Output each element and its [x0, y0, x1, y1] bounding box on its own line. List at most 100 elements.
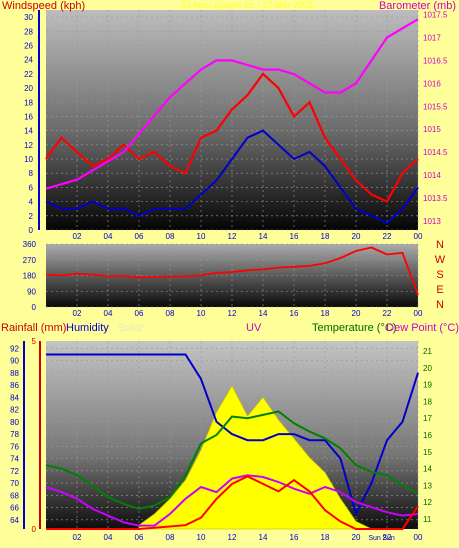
temperature-tick-label: 19 [423, 381, 432, 390]
barometer-tick-label: 1013 [423, 217, 441, 226]
wind-gust-series [45, 72, 419, 204]
temperature-tick-label: 14 [423, 465, 432, 474]
humidity-tick-label: 68 [10, 491, 19, 500]
hour-tick-label: 20 [352, 309, 361, 318]
humidity-series [46, 353, 419, 517]
compass-letter: W [435, 254, 446, 266]
hour-tick-label: 06 [135, 533, 144, 542]
temperature-tick-label: 21 [423, 347, 432, 356]
hour-tick-label: 20 [352, 533, 361, 542]
compass-letter: S [436, 269, 443, 281]
hour-tick-label: 18 [321, 232, 330, 241]
humidity-tick-label: 78 [10, 430, 19, 439]
temperature-tick-label: 18 [423, 397, 432, 406]
hour-tick-label: 22 [383, 232, 392, 241]
humidity-tick-label: 90 [10, 357, 19, 366]
wind-tick-label: 24 [24, 56, 33, 65]
wind-avg-series [45, 129, 419, 225]
humidity-axis-label: Humidity [66, 322, 109, 334]
dewpoint-axis-label: Dew Point (°C) [386, 322, 459, 334]
humidity-tick-label: 72 [10, 467, 19, 476]
hour-tick-label: 00 [414, 232, 423, 241]
wind-tick-label: 30 [24, 13, 33, 22]
sun-marker-label: Sun [368, 535, 381, 542]
barometer-tick-label: 1016 [423, 79, 441, 88]
hour-tick-label: 02 [73, 533, 82, 542]
temperature-tick-label: 20 [423, 364, 432, 373]
hour-tick-label: 16 [290, 232, 299, 241]
hour-tick-label: 00 [414, 309, 423, 318]
hour-tick-label: 12 [228, 533, 237, 542]
hour-tick-label: 08 [166, 309, 175, 318]
barometer-tick-label: 1014 [423, 171, 441, 180]
humidity-tick-label: 84 [10, 393, 19, 402]
barometer-tick-label: 1017 [423, 34, 441, 43]
hour-tick-label: 08 [166, 533, 175, 542]
direction-tick-label: 180 [23, 272, 37, 281]
humidity-tick-label: 74 [10, 455, 19, 464]
hour-tick-label: 04 [104, 232, 113, 241]
wind-direction-series [45, 246, 419, 296]
hour-tick-label: 16 [290, 533, 299, 542]
barometer-tick-label: 1013.5 [423, 194, 448, 203]
humidity-tick-label: 86 [10, 381, 19, 390]
hour-tick-label: 10 [197, 232, 206, 241]
direction-tick-label: 270 [23, 256, 37, 265]
direction-tick-label: 360 [23, 240, 37, 249]
humidity-tick-label: 80 [10, 418, 19, 427]
barometer-tick-label: 1014.5 [423, 148, 448, 157]
wind-tick-label: 26 [24, 41, 33, 50]
hour-tick-label: 04 [104, 309, 113, 318]
uv-axis-label: UV [246, 322, 262, 334]
tick-labels: 02468101214161820222426283010131013.5101… [10, 11, 448, 542]
hour-tick-label: 22 [383, 309, 392, 318]
hour-tick-label: 10 [197, 309, 206, 318]
barometer-tick-label: 1017.5 [423, 11, 448, 20]
chart-series [45, 18, 419, 530]
solar-series [138, 385, 372, 530]
barometer-tick-label: 1016.5 [423, 56, 448, 65]
hour-tick-label: 08 [166, 232, 175, 241]
wind-tick-label: 0 [29, 226, 34, 235]
chart-title: 24 hour graphs for : 27 Mar 2008 [181, 0, 313, 10]
wind-tick-label: 8 [29, 169, 34, 178]
direction-tick-label: 0 [32, 303, 37, 312]
rainfall-axis-label: Rainfall (mm) [1, 322, 66, 334]
temperature-tick-label: 12 [423, 498, 432, 507]
wind-tick-label: 16 [24, 112, 33, 121]
wind-tick-label: 28 [24, 27, 33, 36]
wind-tick-label: 22 [24, 70, 33, 79]
barometer-tick-label: 1015 [423, 125, 441, 134]
barometer-series [45, 18, 419, 190]
hour-tick-label: 14 [259, 533, 268, 542]
rain-tick-label: 5 [32, 337, 37, 346]
hour-tick-label: 14 [259, 309, 268, 318]
hour-tick-label: 18 [321, 533, 330, 542]
temperature-tick-label: 17 [423, 414, 432, 423]
humidity-tick-label: 82 [10, 406, 19, 415]
wind-tick-label: 20 [24, 84, 33, 93]
hour-tick-label: 00 [414, 533, 423, 542]
hour-tick-label: 22 [383, 533, 392, 542]
direction-tick-label: 90 [27, 287, 36, 296]
temperature-tick-label: 13 [423, 481, 432, 490]
wind-tick-label: 4 [29, 198, 34, 207]
hour-tick-label: 20 [352, 232, 361, 241]
wind-tick-label: 18 [24, 98, 33, 107]
hour-tick-label: 06 [135, 232, 144, 241]
sun-marker-label: Sun [382, 535, 395, 542]
solar-axis-label: Solar [118, 322, 144, 334]
rain-tick-label: 0 [32, 525, 37, 534]
hour-tick-label: 18 [321, 309, 330, 318]
humidity-tick-label: 66 [10, 504, 19, 513]
humidity-tick-label: 70 [10, 479, 19, 488]
grid-lines [23, 10, 419, 529]
hour-tick-label: 16 [290, 309, 299, 318]
humidity-tick-label: 76 [10, 442, 19, 451]
wind-tick-label: 12 [24, 141, 33, 150]
humidity-tick-label: 88 [10, 369, 19, 378]
temperature-tick-label: 15 [423, 448, 432, 457]
wind-tick-label: 14 [24, 127, 33, 136]
temperature-tick-label: 11 [423, 515, 432, 524]
